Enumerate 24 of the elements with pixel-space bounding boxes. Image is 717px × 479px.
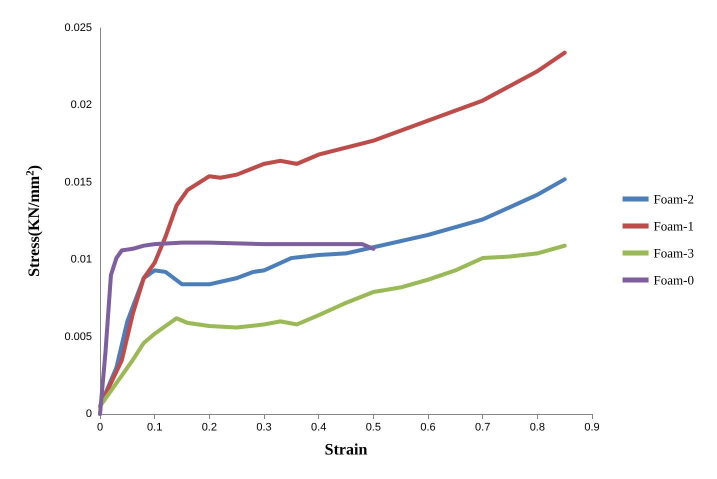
legend-label: Foam-2 [654,192,694,206]
y-axis-title: Stress(KN/mm2) [24,165,43,277]
legend-label: Foam-0 [654,272,694,288]
y-tick-label: 0.025 [64,22,92,34]
y-tick-label: 0.005 [64,330,92,343]
x-tick-label: 0.7 [475,422,490,434]
x-tick-label: 0.5 [366,422,381,434]
x-tick-label: 0.9 [584,422,600,434]
y-tick-label: 0.01 [70,254,92,266]
x-tick-label: 0.8 [530,422,545,434]
x-axis-title: Strain [324,442,368,458]
x-tick-label: 0.1 [147,422,162,434]
x-tick-label: 0 [96,422,104,434]
legend-label: Foam-3 [654,246,694,260]
x-tick-label: 0.6 [420,422,436,434]
y-tick-label: 0.02 [70,99,92,112]
legend-label: Foam-1 [654,218,694,234]
x-tick-label: 0.3 [256,422,272,434]
x-tick-label: 0.2 [202,422,217,434]
y-tick-label: 0 [86,408,92,420]
line-series [98,240,376,416]
y-tick-label: 0.015 [64,176,92,188]
line-series [98,244,567,408]
x-tick-label: 0.4 [311,422,326,434]
